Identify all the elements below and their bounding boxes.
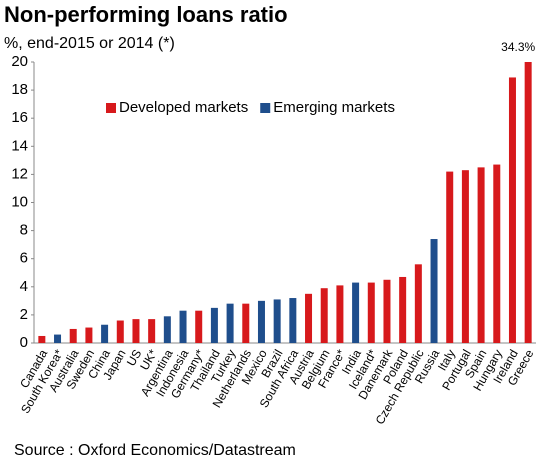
bar xyxy=(367,282,375,343)
bar xyxy=(508,77,516,343)
y-tick-label: 2 xyxy=(20,306,28,323)
bar xyxy=(179,310,187,343)
source: Source : Oxford Economics/Datastream xyxy=(14,442,296,459)
bar xyxy=(399,276,407,343)
bar xyxy=(226,303,234,343)
y-tick-label: 6 xyxy=(20,250,28,267)
bar xyxy=(195,310,203,343)
y-tick-label: 14 xyxy=(11,137,28,154)
data-label: 34.3% xyxy=(501,40,535,54)
bar xyxy=(85,327,93,343)
legend-swatch xyxy=(260,103,271,113)
bar xyxy=(101,324,109,343)
bar xyxy=(273,299,281,343)
y-tick-label: 20 xyxy=(11,53,28,70)
bar xyxy=(493,164,501,343)
bar xyxy=(116,320,124,343)
bar xyxy=(38,335,46,343)
bar xyxy=(163,316,171,343)
y-tick-label: 4 xyxy=(20,278,28,295)
y-tick-label: 0 xyxy=(20,334,28,351)
bar xyxy=(257,300,265,343)
bar xyxy=(383,279,391,343)
y-tick-label: 18 xyxy=(11,81,28,98)
y-tick-label: 12 xyxy=(11,165,28,182)
bar xyxy=(148,319,156,343)
bar xyxy=(524,62,532,343)
chart-title: Non-performing loans ratio xyxy=(4,2,288,27)
bar xyxy=(430,239,438,343)
chart-subtitle: %, end-2015 or 2014 (*) xyxy=(4,35,175,52)
bar xyxy=(305,293,313,343)
bar xyxy=(336,285,344,343)
bar xyxy=(54,334,62,343)
legend-label: Emerging markets xyxy=(273,99,395,116)
bar xyxy=(446,171,454,343)
bar xyxy=(320,288,328,343)
legend-swatch xyxy=(106,103,116,113)
bar xyxy=(461,170,469,343)
bar xyxy=(414,264,422,343)
y-tick-label: 10 xyxy=(11,193,28,210)
bar xyxy=(242,303,250,343)
bar xyxy=(69,328,77,343)
bar xyxy=(477,167,485,343)
bar xyxy=(352,282,360,343)
y-tick-label: 8 xyxy=(20,222,28,239)
legend-label: Developed markets xyxy=(119,99,248,116)
bar xyxy=(132,319,140,343)
y-tick-label: 16 xyxy=(11,109,28,126)
bar xyxy=(289,298,297,343)
bar xyxy=(210,307,218,343)
